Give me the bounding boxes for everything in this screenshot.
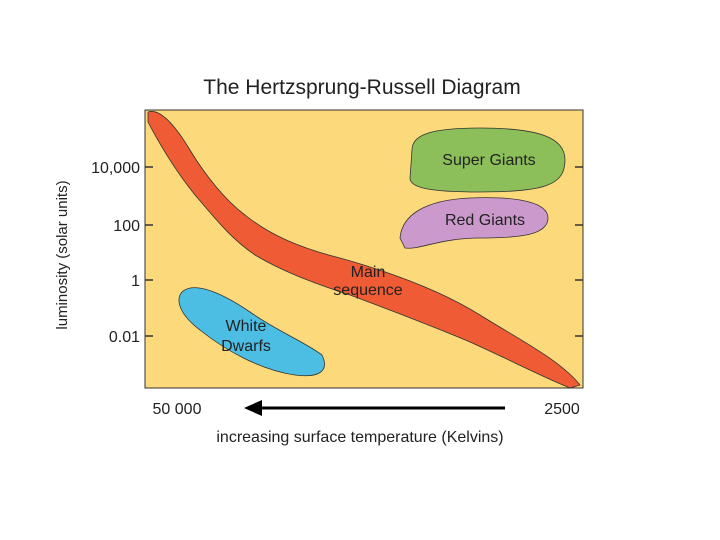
- y-tick-label: 100: [113, 218, 140, 235]
- y-tick-label: 1: [131, 273, 140, 290]
- region-label: White: [226, 318, 267, 335]
- x-right-label: 2500: [544, 401, 580, 418]
- y-ticks: 10,000 100 1 0.01: [91, 160, 583, 346]
- main-sequence-region: [147, 111, 581, 389]
- x-left-label: 50 000: [153, 401, 202, 418]
- x-axis-label: increasing surface temperature (Kelvins): [216, 429, 503, 446]
- region-label: Main: [351, 264, 386, 281]
- y-axis-label: luminosity (solar units): [54, 180, 71, 329]
- region-label: sequence: [333, 282, 402, 299]
- white-dwarfs-region: [178, 287, 325, 377]
- red-giants-region: [399, 197, 549, 249]
- region-label: Dwarfs: [221, 338, 271, 355]
- y-tick-label: 10,000: [91, 160, 140, 177]
- y-tick-label: 0.01: [109, 329, 140, 346]
- arrow-head: [244, 400, 262, 416]
- region-label: Red Giants: [445, 212, 525, 229]
- title: The Hertzsprung-Russell Diagram: [203, 76, 520, 99]
- region-label: Super Giants: [442, 152, 535, 169]
- super-giants-region: [409, 127, 566, 193]
